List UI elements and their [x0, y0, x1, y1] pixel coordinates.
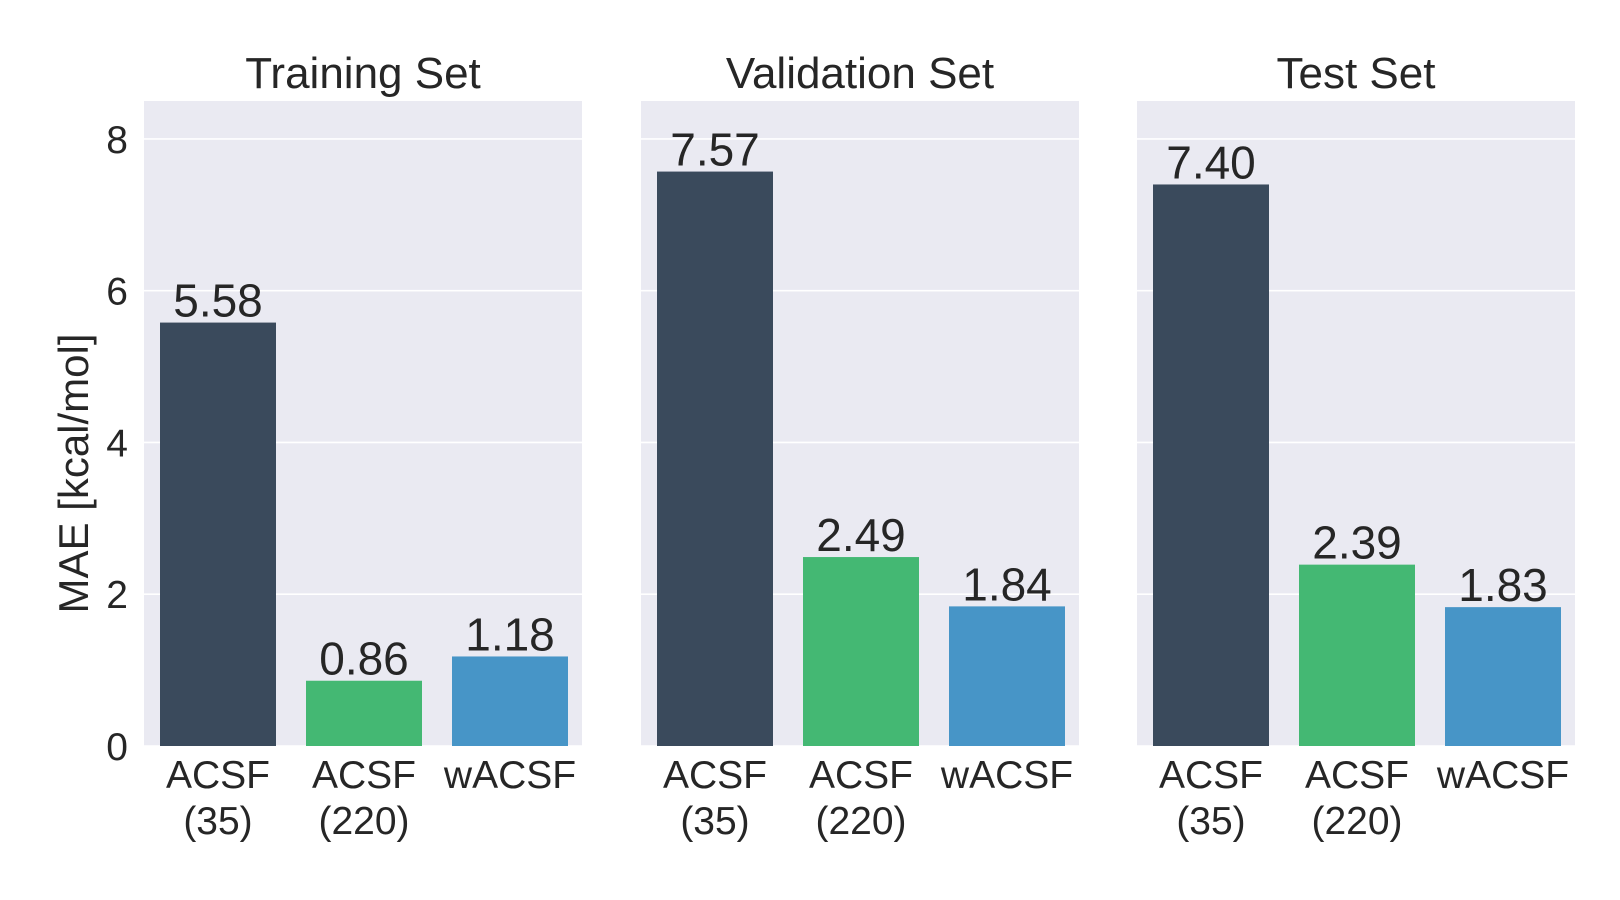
bar	[452, 656, 568, 746]
y-tick-label: 0	[106, 726, 128, 769]
value-label: 7.40	[1166, 136, 1256, 188]
category-label-line: ACSF	[663, 754, 767, 797]
category-label: ACSF (35)	[166, 754, 270, 843]
category-label-line: ACSF	[1305, 754, 1409, 797]
panel-title: Validation Set	[726, 49, 994, 98]
category-label-line: ACSF	[1159, 754, 1263, 797]
bar	[306, 680, 422, 746]
bar	[1299, 564, 1415, 746]
category-label: ACSF (35)	[1159, 754, 1263, 843]
category-label: ACSF (35)	[663, 754, 767, 843]
y-tick-label: 6	[106, 271, 128, 314]
category-label-line: ACSF	[312, 754, 416, 797]
value-label: 7.57	[670, 124, 760, 176]
category-label: ACSF (220)	[312, 754, 416, 843]
category-label-line: wACSF	[940, 754, 1073, 797]
panel-title: Test Set	[1277, 49, 1436, 98]
category-label: wACSF	[1436, 754, 1569, 797]
category-label-line: ACSF	[809, 754, 913, 797]
category-label-line: (35)	[680, 800, 749, 843]
category-label-line: (35)	[183, 800, 252, 843]
category-label-line: (220)	[815, 800, 906, 843]
y-tick-label: 8	[106, 119, 128, 162]
value-label: 1.18	[465, 608, 555, 660]
category-label-line: wACSF	[443, 754, 576, 797]
value-label: 2.49	[816, 509, 906, 561]
bar	[803, 557, 919, 746]
bar	[657, 171, 773, 747]
category-label-line: (220)	[318, 800, 409, 843]
panel-title: Training Set	[245, 49, 481, 98]
bar	[1445, 607, 1561, 746]
bar	[160, 322, 276, 746]
y-tick-label: 4	[106, 422, 128, 465]
value-label: 2.39	[1312, 517, 1402, 569]
value-label: 5.58	[173, 275, 263, 327]
bar	[1153, 184, 1269, 746]
category-label-line: wACSF	[1436, 754, 1569, 797]
value-label: 0.86	[319, 633, 409, 685]
category-label: wACSF	[443, 754, 576, 797]
category-label-line: (35)	[1176, 800, 1245, 843]
value-label: 1.84	[962, 558, 1052, 610]
y-tick-label: 2	[106, 574, 128, 617]
category-label-line: ACSF	[166, 754, 270, 797]
category-label-line: (220)	[1311, 800, 1402, 843]
category-label: ACSF (220)	[809, 754, 913, 843]
category-label: ACSF (220)	[1305, 754, 1409, 843]
category-label: wACSF	[940, 754, 1073, 797]
y-axis-label: MAE [kcal/mol]	[50, 333, 97, 613]
bar	[949, 606, 1065, 746]
value-label: 1.83	[1458, 559, 1548, 611]
